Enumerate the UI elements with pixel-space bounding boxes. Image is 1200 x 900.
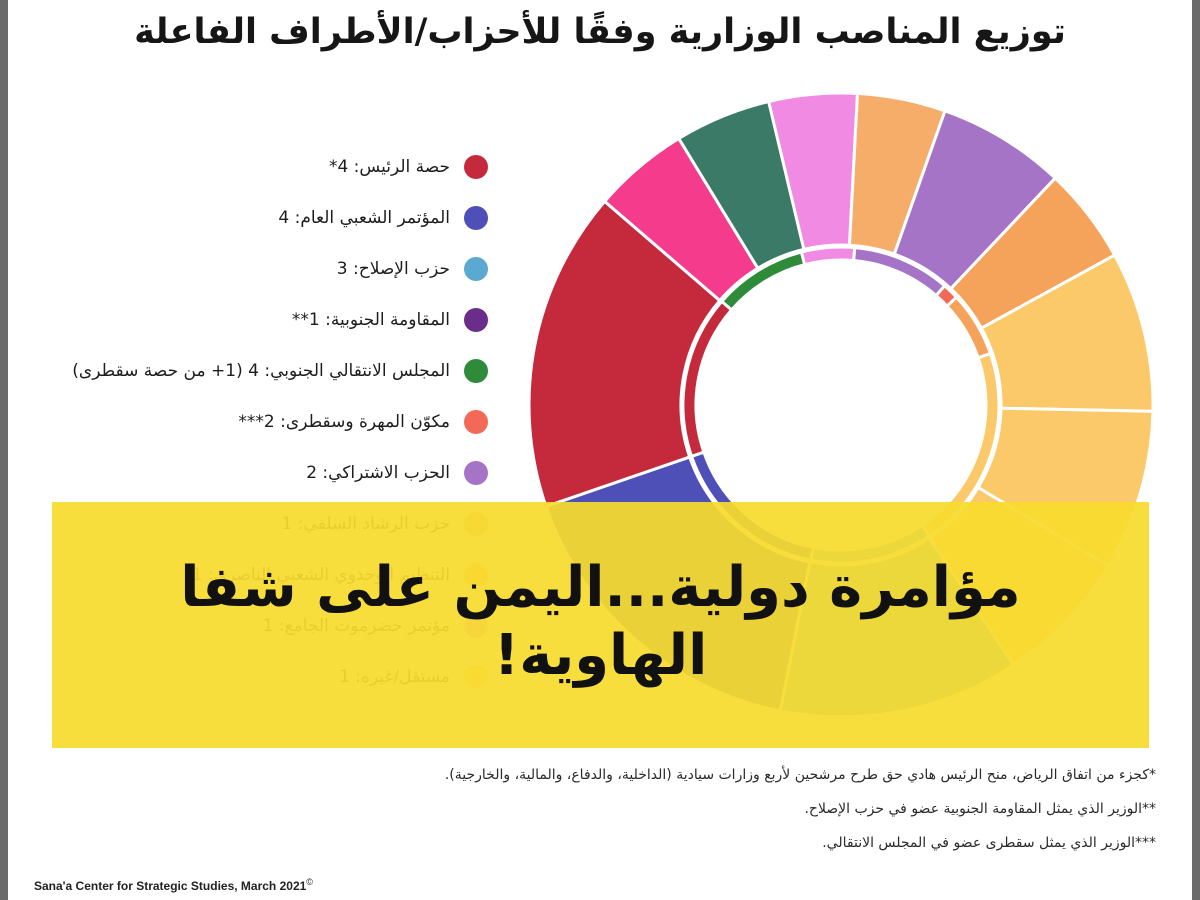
legend-label: المقاومة الجنوبية: 1** bbox=[291, 310, 450, 330]
legend-item: المجلس الانتقالي الجنوبي: 4 (1+ من حصة س… bbox=[72, 354, 488, 388]
legend-label: الحزب الاشتراكي: 2 bbox=[306, 463, 450, 483]
legend-item: الحزب الاشتراكي: 2 bbox=[306, 456, 488, 490]
legend-item: المؤتمر الشعبي العام: 4 bbox=[278, 201, 488, 235]
legend-swatch bbox=[464, 206, 488, 230]
legend-swatch bbox=[464, 461, 488, 485]
legend-label: المؤتمر الشعبي العام: 4 bbox=[278, 208, 450, 228]
legend-label: حزب الإصلاح: 3 bbox=[336, 259, 450, 279]
source-credit: Sana'a Center for Strategic Studies, Mar… bbox=[34, 877, 313, 893]
legend-swatch bbox=[464, 155, 488, 179]
legend-swatch bbox=[464, 359, 488, 383]
legend-label: المجلس الانتقالي الجنوبي: 4 (1+ من حصة س… bbox=[72, 361, 450, 381]
legend-label: مكوّن المهرة وسقطرى: 2*** bbox=[238, 412, 450, 432]
footnote-1: *كجزء من اتفاق الرياض، منح الرئيس هادي ح… bbox=[444, 767, 1156, 783]
headline-text: مؤامرة دولية...اليمن على شفا الهاوية! bbox=[72, 554, 1129, 690]
source-text: Sana'a Center for Strategic Studies, Mar… bbox=[34, 879, 307, 893]
donut-hole bbox=[700, 264, 982, 546]
footnote-3: ***الوزير الذي يمثل سقطرى عضو في المجلس … bbox=[822, 835, 1156, 851]
legend-label: حصة الرئيس: 4* bbox=[328, 157, 450, 177]
legend-item: حزب الإصلاح: 3 bbox=[337, 252, 488, 286]
inner-ring-segment-2 bbox=[799, 245, 857, 267]
legend-item: المقاومة الجنوبية: 1** bbox=[292, 303, 488, 337]
headline-line-2: الهاوية! bbox=[493, 623, 708, 688]
legend-swatch bbox=[464, 410, 488, 434]
legend-swatch bbox=[464, 308, 488, 332]
chart-title: توزيع المناصب الوزارية وفقًا للأحزاب/الأ… bbox=[134, 12, 1066, 52]
infographic-page: توزيع المناصب الوزارية وفقًا للأحزاب/الأ… bbox=[8, 0, 1192, 900]
legend-item: مكوّن المهرة وسقطرى: 2*** bbox=[238, 405, 488, 439]
headline-line-1: مؤامرة دولية...اليمن على شفا bbox=[180, 555, 1021, 620]
footnote-2: **الوزير الذي يمثل المقاومة الجنوبية عضو… bbox=[804, 801, 1156, 817]
outer-ring-segment-0 bbox=[527, 199, 722, 509]
legend-swatch bbox=[464, 257, 488, 281]
legend-item: حصة الرئيس: 4* bbox=[329, 150, 488, 184]
footnotes: *كجزء من اتفاق الرياض، منح الرئيس هادي ح… bbox=[256, 758, 1156, 860]
headline-banner: مؤامرة دولية...اليمن على شفا الهاوية! bbox=[52, 502, 1149, 748]
copyright-mark: © bbox=[306, 877, 313, 887]
